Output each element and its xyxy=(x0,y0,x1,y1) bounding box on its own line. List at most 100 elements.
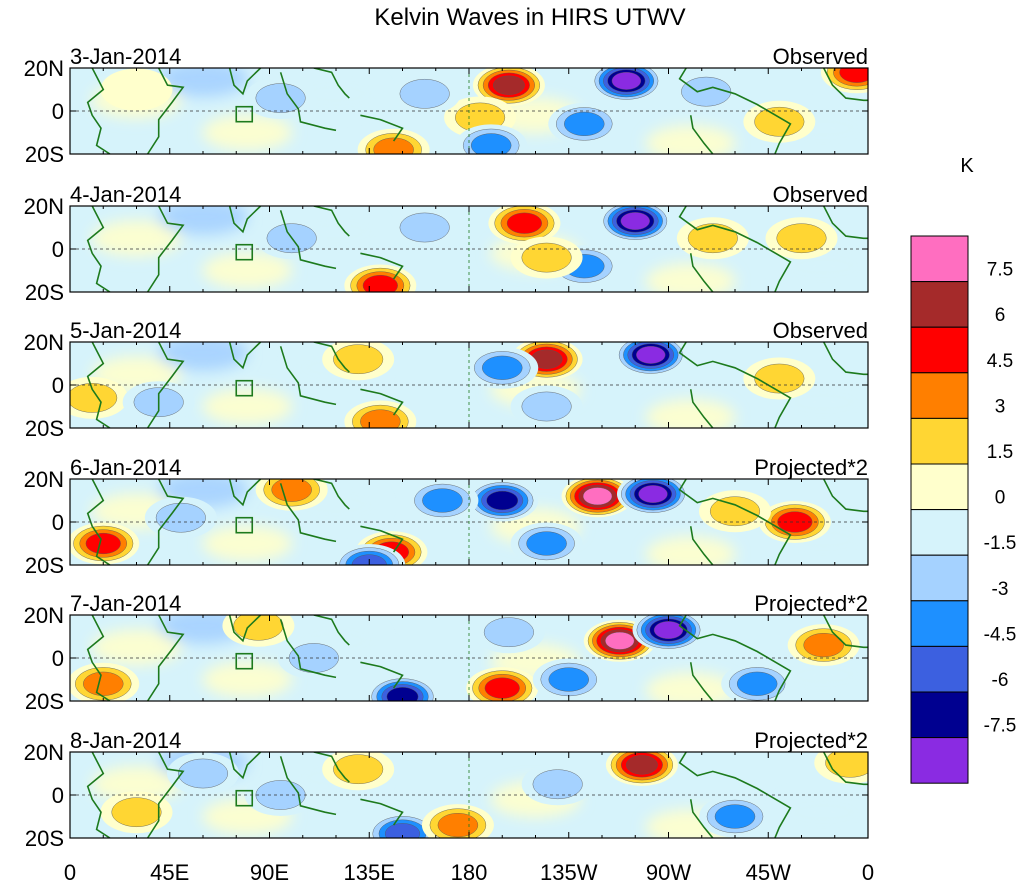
anomaly-feature xyxy=(532,658,605,701)
anomaly-feature xyxy=(322,342,395,381)
y-tick-label: 20S xyxy=(25,142,64,167)
anomaly-feature xyxy=(743,100,816,143)
texture-blob xyxy=(778,794,868,831)
coastline xyxy=(313,342,350,373)
coastline xyxy=(146,615,185,701)
coastline xyxy=(689,799,714,838)
texture-blob xyxy=(202,114,293,151)
coastline xyxy=(146,342,185,428)
coastline xyxy=(228,68,262,96)
anomaly-feature xyxy=(521,763,594,806)
texture-blob xyxy=(91,766,182,803)
texture-blob xyxy=(202,661,293,698)
coastline xyxy=(146,752,185,838)
x-tick-label: 45W xyxy=(746,860,791,885)
y-tick-label: 20S xyxy=(25,826,64,851)
anomaly-contour xyxy=(177,758,228,789)
coastline xyxy=(146,206,185,292)
anomaly-contour xyxy=(482,355,523,380)
coastline xyxy=(313,68,350,99)
panel-6: 20N 0 20S 8-Jan-2014 Projected*2 xyxy=(24,728,869,851)
coastline xyxy=(360,388,404,416)
anomaly-contour xyxy=(362,275,398,292)
coastline xyxy=(279,756,337,816)
coastline xyxy=(360,252,404,280)
anomaly-feature xyxy=(721,662,794,701)
anomaly-contour xyxy=(360,409,401,428)
colorbar-label: 4.5 xyxy=(987,351,1013,372)
coastline xyxy=(360,661,404,689)
anomaly-feature xyxy=(70,662,140,701)
anomaly-feature xyxy=(510,236,583,279)
anomaly-contour xyxy=(333,754,384,785)
anomaly-feature xyxy=(599,206,672,243)
panel-field xyxy=(70,342,868,428)
anomaly-contour xyxy=(100,68,173,111)
panel-date: 8-Jan-2014 xyxy=(70,728,181,753)
coastline xyxy=(822,615,868,649)
y-tick-label: 20N xyxy=(24,194,64,219)
anomaly-contour xyxy=(386,687,419,701)
region-box xyxy=(235,105,254,123)
anomaly-contour xyxy=(373,137,414,154)
panel-4: 20N 0 20S 6-Jan-2014 Projected*2 xyxy=(24,455,869,578)
region-box xyxy=(235,243,254,261)
panel-kind: Observed xyxy=(773,44,868,69)
y-tick-label: 20N xyxy=(24,467,64,492)
texture-blob xyxy=(645,672,736,701)
anomaly-contour xyxy=(83,671,124,696)
anomaly-feature xyxy=(100,791,173,834)
anomaly-contour xyxy=(638,485,668,503)
anomaly-contour xyxy=(506,212,542,234)
coastline xyxy=(228,479,262,507)
panel-field xyxy=(70,68,868,154)
texture-blob xyxy=(91,220,182,257)
coastline xyxy=(86,342,111,428)
anomaly-feature xyxy=(743,357,816,400)
colorbar-swatch xyxy=(910,600,969,647)
y-tick-label: 20N xyxy=(24,603,64,628)
coastline xyxy=(689,389,714,428)
colorbar-swatch xyxy=(910,737,969,784)
anomaly-contour xyxy=(255,83,306,113)
y-tick-label: 20S xyxy=(25,280,64,305)
anomaly-feature xyxy=(466,667,539,701)
panel-kind: Projected*2 xyxy=(754,591,868,616)
y-tick-label: 0 xyxy=(52,373,64,398)
y-tick-label: 0 xyxy=(52,99,64,124)
y-tick-label: 20S xyxy=(25,416,64,441)
panel-date: 7-Jan-2014 xyxy=(70,591,181,616)
anomaly-contour xyxy=(681,76,732,107)
colorbar-swatch xyxy=(910,691,969,739)
texture-blob xyxy=(645,263,736,292)
anomaly-contour xyxy=(714,804,756,829)
colorbar-label: -4.5 xyxy=(984,624,1017,645)
texture-blob xyxy=(202,252,293,289)
colorbar-label: 1.5 xyxy=(987,442,1013,463)
anomaly-feature xyxy=(388,72,461,115)
texture-blob xyxy=(202,388,293,425)
anomaly-feature xyxy=(70,522,140,565)
anomaly-contour xyxy=(653,621,684,639)
anomaly-contour xyxy=(333,344,384,375)
x-tick-label: 0 xyxy=(64,860,76,885)
anomaly-feature xyxy=(814,752,868,784)
coastline xyxy=(86,479,111,565)
colorbar-unit: K xyxy=(960,155,974,177)
y-tick-label: 20N xyxy=(24,330,64,355)
coastline xyxy=(689,526,714,565)
coastline xyxy=(146,479,185,565)
anomaly-feature xyxy=(70,376,129,419)
anomaly-feature xyxy=(244,77,317,120)
coastline xyxy=(678,752,792,838)
anomaly-contour xyxy=(776,223,827,254)
anomaly-contour xyxy=(111,797,162,828)
x-axis: 0 45E 90E 135E 180 135W 90W 45W 0 xyxy=(64,860,874,885)
colorbar: K 7.5 6 4.5 3 1.5 0 -1.5 -3 -4.5 -6 -7.5 xyxy=(910,155,1017,784)
anomaly-contour xyxy=(399,79,450,109)
anomaly-contour xyxy=(526,531,567,556)
y-tick-label: 0 xyxy=(52,783,64,808)
panel-5: 20N 0 20S 7-Jan-2014 Projected*2 xyxy=(24,591,869,714)
panel-kind: Observed xyxy=(773,182,868,207)
coastline xyxy=(86,68,111,154)
